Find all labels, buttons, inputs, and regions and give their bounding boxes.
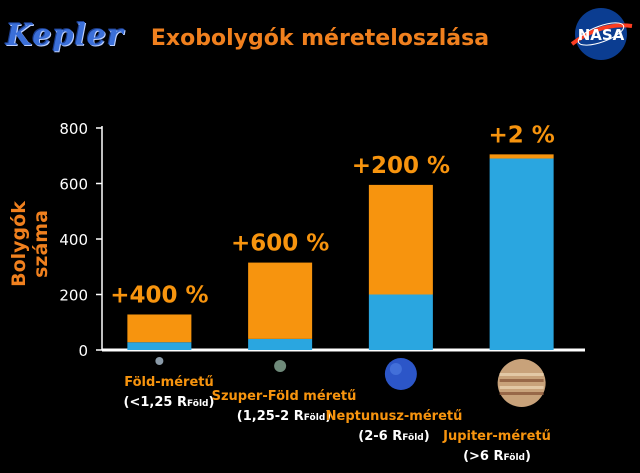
- planet-band: [499, 379, 544, 382]
- y-tick-label: 600: [59, 176, 88, 194]
- planet-band: [499, 386, 544, 389]
- category-range: (>6 RFöld): [463, 449, 531, 464]
- category-range: (1,25-2 RFöld): [237, 409, 331, 424]
- y-tick-label: 200: [59, 287, 88, 305]
- category-name: Föld-méretű: [124, 375, 214, 390]
- bar-segment-base: [248, 338, 313, 350]
- planet-disc: [155, 357, 164, 365]
- bar-segment-increase: [127, 314, 192, 343]
- bar-segment-base: [127, 342, 192, 350]
- category-labels: Föld-méretű(<1,25 RFöld)Szuper-Föld mére…: [124, 375, 551, 464]
- category-range-subscript: Föld: [503, 453, 525, 463]
- category-range-main: (1,25-2 R: [237, 409, 304, 424]
- category-range: (2-6 RFöld): [358, 429, 429, 444]
- category-range-close: ): [325, 409, 331, 424]
- planet-disc: [497, 359, 546, 407]
- category-range-subscript: Föld: [402, 433, 424, 443]
- planet-icon: [155, 357, 164, 365]
- bar-segment-increase: [248, 262, 313, 339]
- planet-highlight: [389, 363, 402, 375]
- category-range-subscript: Föld: [187, 399, 209, 409]
- nasa-logo-disc: [575, 8, 627, 60]
- bar-annotation: +600 %: [231, 231, 329, 257]
- y-tick-label: 800: [59, 120, 88, 138]
- planet-disc: [274, 360, 287, 372]
- category-range-main: (<1,25 R: [124, 395, 187, 410]
- category-range-main: (2-6 R: [358, 429, 402, 444]
- nasa-logo: NASA: [570, 8, 633, 60]
- bar-segment-increase: [489, 154, 554, 159]
- bars: +400 % +600 % +200 % +2 %: [110, 122, 555, 350]
- category-name: Jupiter-méretű: [442, 429, 551, 444]
- planet-icon: [384, 358, 417, 390]
- planet-icon: [497, 359, 546, 407]
- category-name: Szuper-Föld méretű: [212, 389, 357, 404]
- bar-segment-increase: [368, 184, 433, 295]
- bar-annotation: +2 %: [488, 122, 554, 148]
- chart-title: Exobolygók méreteloszlása: [150, 26, 490, 51]
- category-range-main: (>6 R: [463, 449, 503, 464]
- category-range-close: ): [525, 449, 531, 464]
- category-range: (<1,25 RFöld): [124, 395, 215, 410]
- y-tick-label: 0: [78, 342, 88, 360]
- nasa-logo-text: NASA: [578, 26, 625, 44]
- kepler-logo: Kepler: [6, 18, 124, 53]
- bar-segment-base: [489, 158, 554, 350]
- category-range-close: ): [209, 395, 215, 410]
- planet-band: [499, 373, 544, 376]
- planet-icon: [274, 360, 287, 372]
- bar-annotation: +200 %: [352, 153, 450, 179]
- y-tick-label: 400: [59, 231, 88, 249]
- planet-band: [499, 392, 544, 395]
- planet-icons: [155, 357, 546, 407]
- planet-disc: [384, 358, 417, 390]
- bar-segment-base: [368, 294, 433, 350]
- category-range-close: ): [424, 429, 430, 444]
- category-range-subscript: Föld: [304, 413, 326, 423]
- nasa-logo-orbit: [577, 22, 625, 46]
- category-name: Neptunusz-méretű: [326, 409, 463, 424]
- nasa-logo-swoosh: [570, 23, 633, 46]
- bar-annotation: +400 %: [110, 282, 208, 308]
